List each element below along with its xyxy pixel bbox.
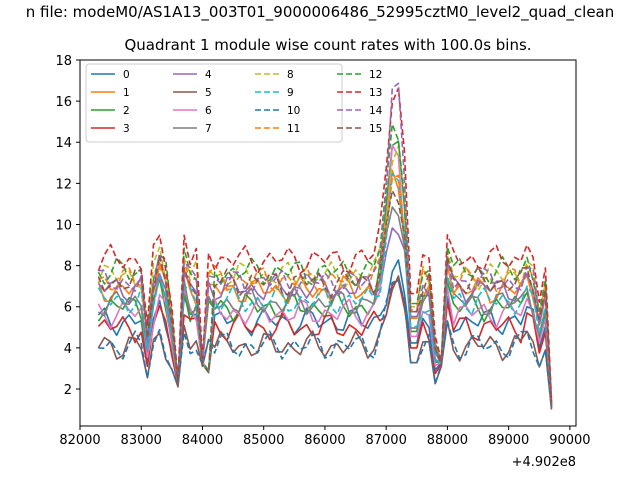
- series-line-11: [98, 174, 553, 406]
- legend-label-7: 7: [205, 123, 212, 135]
- plot-border: [79, 59, 577, 427]
- x-tick-label: 86000: [304, 433, 345, 448]
- x-tick-label: 90000: [549, 433, 590, 448]
- series-line-3: [97, 279, 553, 408]
- legend-label-15: 15: [369, 123, 382, 135]
- series-line-10: [98, 279, 553, 408]
- legend-label-11: 11: [287, 123, 300, 135]
- y-tick-label: 16: [55, 95, 72, 110]
- legend-label-9: 9: [287, 87, 294, 99]
- x-axis-offset-label: +4.902e8: [512, 455, 576, 470]
- figure-suptitle: n file: modeM0/AS1A13_003T01_9000006486_…: [26, 3, 615, 22]
- y-tick-label: 6: [64, 301, 72, 316]
- series-line-7: [97, 206, 553, 408]
- x-tick-label: 87000: [365, 433, 406, 448]
- axes-layer: 82000 83000 84000 85000 86000 87000 88000 89000…: [55, 54, 590, 448]
- legend-label-2: 2: [123, 105, 130, 117]
- legend-label-8: 8: [287, 69, 294, 81]
- x-tick-label: 84000: [182, 433, 223, 448]
- chart-title: Quadrant 1 module wise count rates with …: [124, 36, 531, 54]
- legend-label-1: 1: [123, 87, 130, 99]
- legend-label-14: 14: [369, 105, 383, 117]
- legend-label-12: 12: [369, 69, 382, 81]
- legend-label-0: 0: [123, 69, 130, 81]
- y-tick-label: 18: [55, 54, 72, 69]
- series-layer: [97, 82, 553, 410]
- series-line-15: [97, 189, 553, 406]
- x-tick-label: 89000: [488, 433, 529, 448]
- y-tick-label: 8: [64, 260, 72, 275]
- series-line-8: [97, 145, 553, 406]
- y-tick-label: 10: [55, 218, 72, 233]
- x-tick-label: 83000: [121, 433, 162, 448]
- y-tick-label: 12: [55, 177, 72, 192]
- legend-label-6: 6: [205, 105, 212, 117]
- legend-box: [85, 63, 343, 143]
- legend-label-4: 4: [205, 69, 212, 81]
- y-tick-label: 14: [55, 136, 72, 151]
- legend-label-10: 10: [287, 105, 300, 117]
- x-tick-label: 85000: [243, 433, 284, 448]
- legend-label-13: 13: [369, 87, 382, 99]
- legend-label-3: 3: [123, 123, 130, 135]
- series-line-13: [97, 87, 553, 400]
- x-tick-label: 88000: [427, 433, 468, 448]
- x-tick-label: 82000: [59, 433, 100, 448]
- y-tick-label: 2: [64, 383, 72, 398]
- y-tick-label: 4: [64, 342, 72, 357]
- legend-label-5: 5: [205, 87, 212, 99]
